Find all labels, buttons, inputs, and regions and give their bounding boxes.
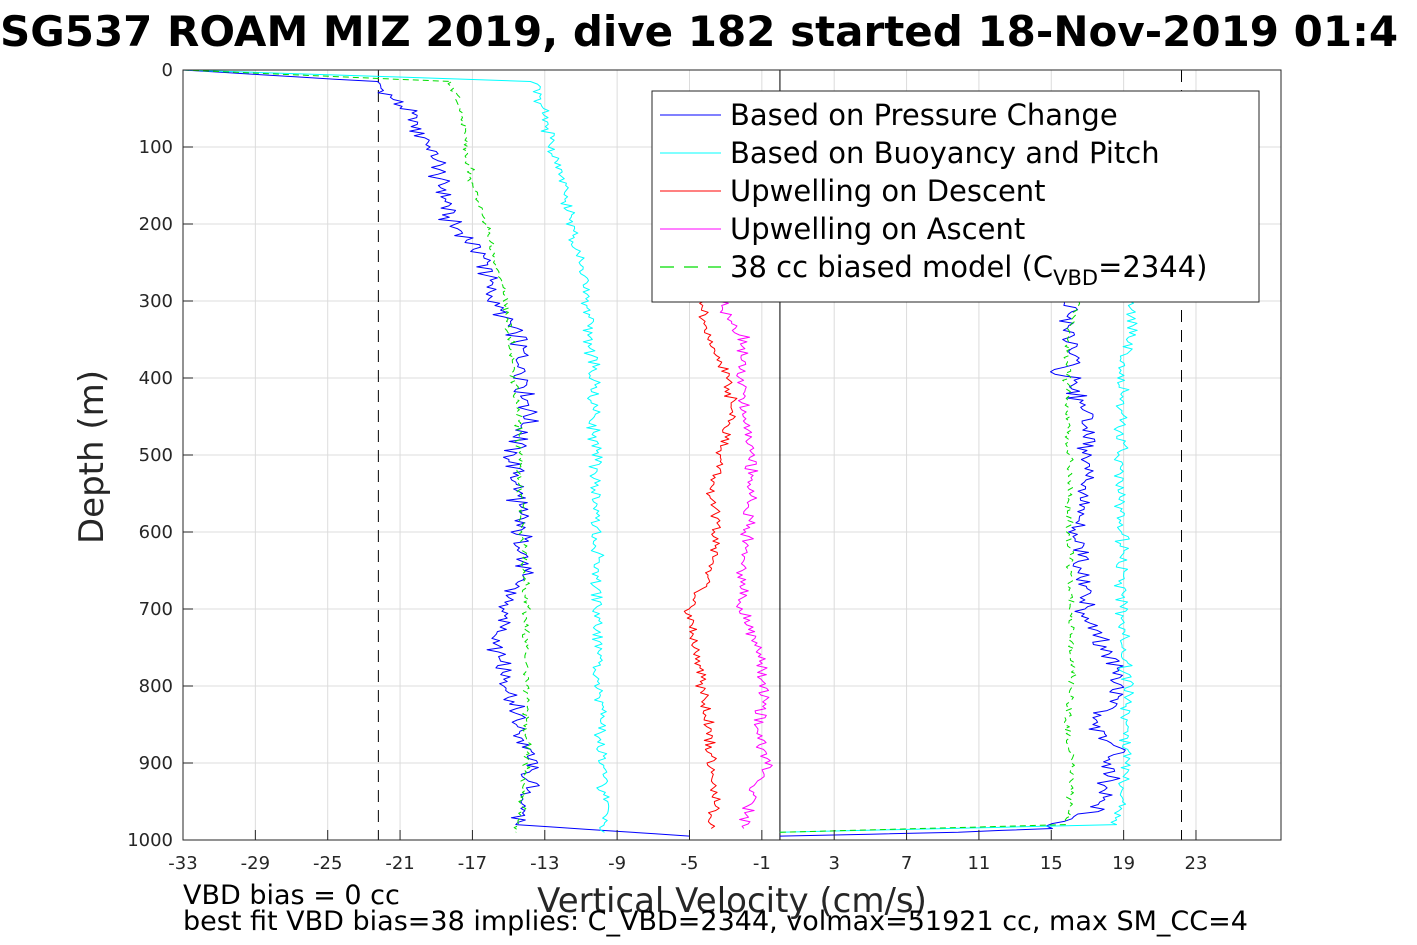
x-tick-label: 15: [1040, 853, 1063, 874]
legend-box: [651, 90, 1260, 303]
legend-label-buoyancy-pitch: Based on Buoyancy and Pitch: [730, 136, 1160, 170]
legend-label-biased-model-subscript: VBD: [1053, 266, 1098, 290]
x-tick-label: -1: [753, 853, 771, 874]
chart-title: SG537 ROAM MIZ 2019, dive 182 started 18…: [0, 7, 1398, 56]
y-tick-label: 0: [162, 60, 173, 81]
legend-label-biased-model: 38 cc biased model (CVBD=2344): [730, 250, 1208, 290]
x-tick-label: 23: [1185, 853, 1208, 874]
legend-label-upwelling-descent: Upwelling on Descent: [730, 174, 1046, 208]
y-tick-label: 300: [139, 291, 173, 312]
y-tick-label: 200: [139, 214, 173, 235]
y-tick-label: 700: [139, 599, 173, 620]
footer-line-2: best fit VBD bias=38 implies: C_VBD=2344…: [183, 906, 1248, 937]
x-tick-label: 3: [828, 853, 839, 874]
x-tick-label: -17: [458, 853, 487, 874]
series-line-biased-model-dive: [182, 69, 532, 833]
x-axis-label: Vertical Velocity (cm/s): [537, 881, 927, 921]
series-line-buoyancy-pitch-dive: [182, 69, 610, 833]
y-tick-label: 900: [139, 753, 173, 774]
x-tick-label: -9: [608, 853, 626, 874]
series-line-buoyancy-pitch-climb: [779, 300, 1138, 833]
y-axis-ticks: 0 100 200 300 400 500 600 700 800 900 1000: [127, 60, 193, 851]
x-tick-label: 11: [967, 853, 990, 874]
x-tick-label: -21: [385, 853, 414, 874]
series-line-upwelling-descent-dive: [683, 300, 738, 829]
x-axis-ticks: -33 -29 -25 -21 -17 -13 -9 -5 -1 3 7 11 15 19 23: [168, 830, 1207, 874]
series-line-upwelling-ascent-dive: [717, 300, 773, 829]
series-line-biased-model-climb: [779, 300, 1081, 833]
x-tick-label: -25: [313, 853, 342, 874]
series-layer: [182, 69, 1138, 837]
y-tick-label: 400: [139, 368, 173, 389]
x-tick-label: -33: [168, 853, 197, 874]
x-tick-label: -5: [681, 853, 699, 874]
x-tick-label: -13: [530, 853, 559, 874]
x-tick-label: 19: [1112, 853, 1135, 874]
y-tick-label: 800: [139, 676, 173, 697]
y-tick-label: 500: [139, 445, 173, 466]
series-line-pressure-change-dive: [182, 69, 690, 837]
y-tick-label: 100: [139, 137, 173, 158]
x-tick-label: 7: [901, 853, 912, 874]
legend-label-pressure-change: Based on Pressure Change: [730, 98, 1118, 132]
legend: Based on Pressure Change Based on Buoyan…: [651, 90, 1260, 303]
footer-line-1: VBD bias = 0 cc: [183, 880, 400, 911]
legend-label-biased-model-main: 38 cc biased model (C: [730, 250, 1053, 284]
legend-label-biased-model-suffix: =2344): [1098, 250, 1207, 284]
x-tick-label: -29: [241, 853, 270, 874]
y-axis-label: Depth (m): [72, 370, 112, 544]
legend-label-upwelling-ascent: Upwelling on Ascent: [730, 212, 1025, 246]
y-tick-label: 600: [139, 522, 173, 543]
series-line-pressure-change-climb: [779, 300, 1126, 837]
y-tick-label: 1000: [127, 830, 173, 851]
